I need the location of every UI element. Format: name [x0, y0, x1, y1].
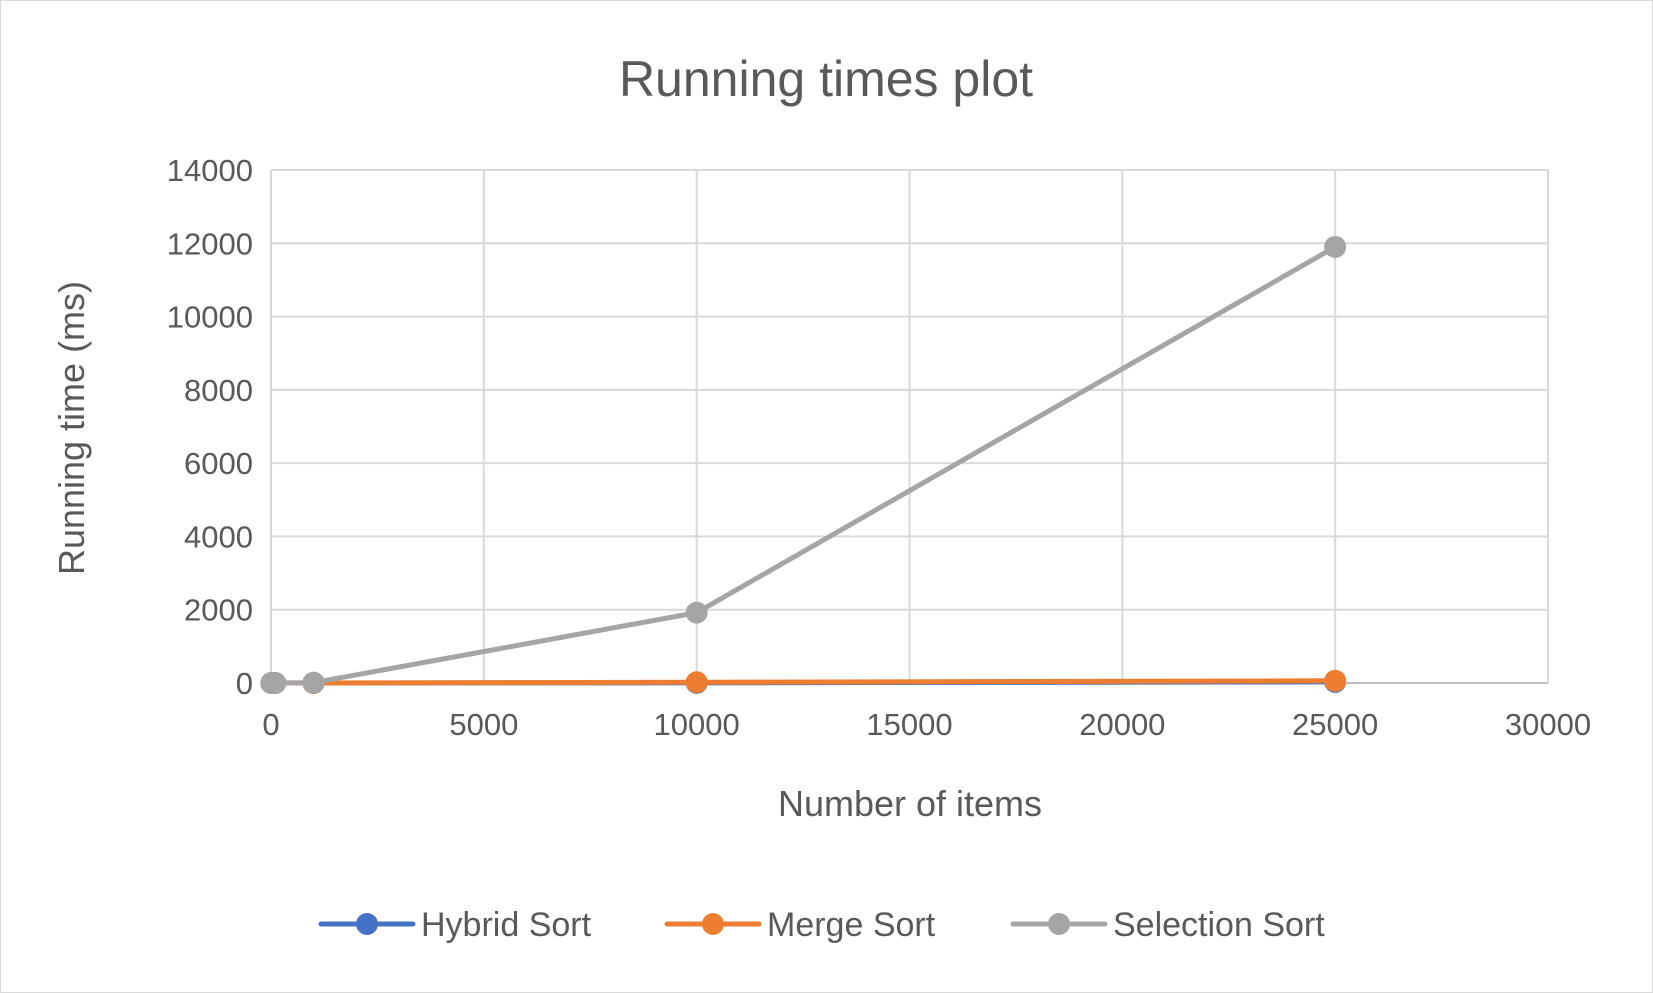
merge-sort-point	[1324, 669, 1347, 692]
legend-label: Selection Sort	[1113, 906, 1325, 944]
y-tick-label: 4000	[184, 519, 253, 554]
y-tick-label: 6000	[184, 446, 253, 481]
x-tick-label: 10000	[654, 707, 740, 742]
x-tick-label: 30000	[1505, 707, 1591, 742]
y-tick-label: 0	[236, 666, 253, 701]
y-tick-label: 14000	[167, 153, 253, 188]
selection-sort-point	[1324, 235, 1347, 258]
x-tick-label: 5000	[449, 707, 518, 742]
selection-sort-point	[302, 671, 325, 694]
series-layer	[260, 235, 1347, 694]
y-axis-title: Running time (ms)	[51, 281, 92, 575]
legend-item-hybrid-sort[interactable]: Hybrid Sort	[318, 906, 592, 944]
legend[interactable]: Hybrid Sort Merge Sort Selection Sort	[318, 906, 1325, 944]
series-merge-sort	[260, 669, 1347, 694]
x-tick-label: 25000	[1292, 707, 1378, 742]
y-tick-label: 8000	[184, 373, 253, 408]
merge-sort-line	[268, 678, 1338, 686]
selection-sort-line	[268, 244, 1338, 686]
series-selection-sort	[260, 235, 1347, 694]
legend-item-merge-sort[interactable]: Merge Sort	[664, 906, 936, 944]
legend-label: Hybrid Sort	[421, 906, 592, 944]
x-tick-label: 0	[262, 707, 279, 742]
legend-item-selection-sort[interactable]: Selection Sort	[1010, 906, 1325, 944]
tick-labels: 0 2000 4000 6000 8000 10000 12000 14000 0 5000 100…	[167, 153, 1591, 742]
legend-swatch-marker	[356, 913, 378, 935]
legend-swatch-marker	[702, 913, 724, 935]
x-tick-label: 20000	[1079, 707, 1165, 742]
gridlines	[270, 169, 1549, 683]
y-tick-label: 12000	[167, 226, 253, 261]
x-axis-title: Number of items	[778, 783, 1042, 824]
chart-title: Running times plot	[619, 51, 1033, 107]
legend-label: Merge Sort	[767, 906, 936, 944]
y-tick-label: 10000	[167, 300, 253, 335]
merge-sort-point	[685, 671, 708, 694]
legend-swatch-marker	[1048, 913, 1070, 935]
y-tick-label: 2000	[184, 593, 253, 628]
x-tick-label: 15000	[866, 707, 952, 742]
selection-sort-point	[264, 672, 287, 694]
selection-sort-point	[685, 601, 708, 624]
